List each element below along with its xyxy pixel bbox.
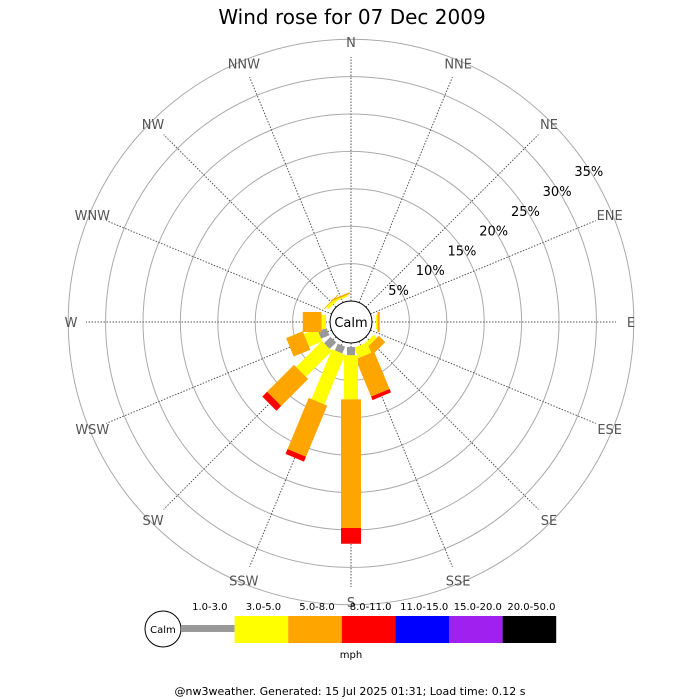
speed-legend: Calm 1.0-3.0 3.0-5.0 5.0-8.0 8.0-11.0 11.0-1… — [144, 602, 557, 661]
legend-label-3.0-5.0: 3.0-5.0 — [246, 602, 281, 613]
bar-s-3.0-5.0 — [344, 355, 358, 400]
direction-label-sse: SSE — [446, 575, 471, 590]
bar-s-5.0-8.0 — [341, 399, 361, 528]
legend-label-11.0-15.0: 11.0-15.0 — [400, 602, 448, 613]
legend-label-5.0-8.0: 5.0-8.0 — [299, 602, 334, 613]
radial-tick-labels: 5% 10%15%20%25%30%35% — [388, 165, 603, 299]
direction-label-ese: ESE — [597, 423, 622, 438]
ring-label: 35% — [574, 165, 603, 180]
chart-title: Wind rose for 07 Dec 2009 — [218, 5, 485, 29]
bar-wsw-3.0-5.0 — [303, 328, 323, 347]
bar-e-5.0-8.0 — [377, 312, 380, 332]
legend-calm-label: Calm — [150, 625, 176, 636]
legend-swatch-8.0-11.0 — [341, 616, 396, 643]
ring-label: 5% — [388, 284, 409, 299]
bar-wsw-5.0-8.0 — [286, 331, 311, 357]
spoke-ne — [365, 134, 539, 308]
legend-swatch-3.0-5.0 — [234, 616, 289, 643]
bar-nnw-3.0-5.0 — [334, 294, 348, 302]
spoke-nw — [163, 134, 337, 308]
ring-label: 10% — [416, 264, 445, 279]
direction-label-e: E — [627, 316, 635, 331]
direction-labels: N NNE NE ENE E ESE SE SSE S SSW SW WSW W WNW NW NNW — [65, 36, 636, 611]
ring-label: 15% — [448, 244, 477, 259]
bar-sse-8.0-11.0 — [371, 389, 391, 401]
direction-label-sw: SW — [142, 514, 163, 529]
legend-swatch-1.0-3.0 — [181, 625, 235, 632]
direction-label-nne: NNE — [444, 57, 472, 72]
ring-label: 30% — [543, 185, 572, 200]
bar-ssw-3.0-5.0 — [311, 349, 345, 405]
ring-label: 25% — [511, 205, 540, 220]
legend-label-15.0-20.0: 15.0-20.0 — [454, 602, 502, 613]
legend-swatch-20.0-50.0 — [502, 616, 557, 643]
direction-label-ene: ENE — [597, 209, 623, 224]
legend-swatch-11.0-15.0 — [395, 616, 449, 643]
legend-label-1.0-3.0: 1.0-3.0 — [192, 602, 227, 613]
calm-circle: Calm — [329, 300, 373, 344]
ring-label: 20% — [479, 225, 508, 240]
direction-label-wnw: WNW — [75, 209, 111, 224]
bar-sse-3.0-5.0 — [354, 342, 372, 359]
legend-label-20.0-50.0: 20.0-50.0 — [507, 602, 555, 613]
legend-swatch-5.0-8.0 — [288, 616, 342, 643]
footer-text: @nw3weather. Generated: 15 Jul 2025 01:3… — [175, 685, 526, 698]
direction-label-nw: NW — [142, 118, 165, 133]
direction-label-ssw: SSW — [229, 575, 259, 590]
legend-swatch-15.0-20.0 — [449, 616, 503, 643]
bar-nw-5.0-8.0 — [323, 294, 339, 310]
direction-label-s: S — [347, 596, 355, 611]
bar-sw-8.0-11.0 — [262, 391, 282, 411]
bar-w-5.0-8.0 — [302, 312, 322, 332]
bar-s-1.0-3.0 — [347, 347, 355, 356]
spoke-nnw — [249, 76, 344, 303]
direction-label-wsw: WSW — [75, 423, 109, 438]
legend-unit: mph — [340, 650, 362, 661]
bar-sw-3.0-5.0 — [296, 341, 332, 377]
direction-label-se: SE — [541, 514, 557, 529]
spoke-wnw — [105, 220, 332, 315]
bar-s-8.0-11.0 — [341, 528, 361, 544]
direction-label-w: W — [65, 316, 78, 331]
spoke-se — [365, 336, 539, 510]
bar-e-3.0-5.0 — [376, 315, 378, 329]
legend-label-8.0-11.0: 8.0-11.0 — [350, 602, 392, 613]
bar-sw-1.0-3.0 — [324, 336, 337, 349]
wind-bars — [262, 292, 391, 544]
direction-label-nnw: NNW — [228, 57, 260, 72]
grid-ring — [105, 76, 597, 568]
bar-sw-5.0-8.0 — [267, 364, 309, 406]
bar-ssw-5.0-8.0 — [287, 397, 328, 457]
bar-ssw-1.0-3.0 — [334, 343, 346, 354]
bar-sse-5.0-8.0 — [355, 351, 390, 397]
direction-label-ne: NE — [540, 118, 558, 133]
bar-nnw-5.0-8.0 — [331, 292, 351, 302]
direction-label-n: N — [346, 36, 356, 51]
calm-label: Calm — [334, 316, 367, 331]
bar-ssw-8.0-11.0 — [285, 449, 306, 462]
spoke-ese — [370, 329, 597, 424]
grid-ring — [67, 38, 635, 606]
bar-w-3.0-5.0 — [321, 315, 326, 329]
